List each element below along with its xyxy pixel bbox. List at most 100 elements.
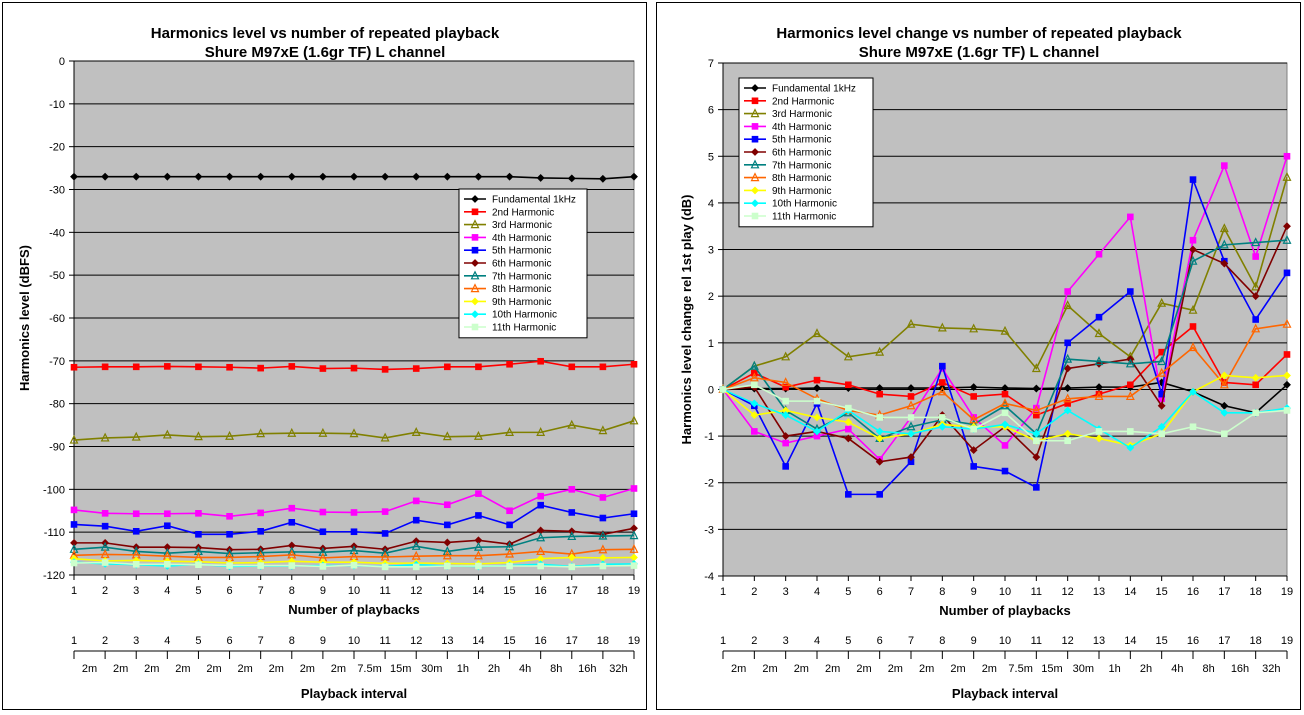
interval-label: 4h — [1171, 663, 1183, 675]
data-point — [845, 425, 852, 433]
data-point — [536, 427, 546, 436]
data-point — [164, 522, 171, 530]
legend-marker — [751, 148, 759, 156]
data-point — [1064, 288, 1071, 295]
data-point — [163, 172, 172, 181]
data-point — [1252, 316, 1259, 323]
data-point — [1031, 405, 1041, 415]
series-11 — [719, 381, 1291, 445]
data-point — [568, 486, 576, 493]
secondary-tick-label: 6 — [226, 635, 232, 647]
interval-label: 2m — [175, 663, 190, 675]
data-point — [1251, 237, 1261, 247]
y-tick-label: -50 — [49, 270, 65, 282]
secondary-tick-label: 13 — [441, 635, 453, 647]
data-point — [412, 497, 420, 505]
data-point — [1282, 171, 1292, 181]
interval-label: 2h — [488, 663, 500, 675]
secondary-tick-label: 17 — [1218, 635, 1230, 647]
interval-label: 2m — [331, 663, 346, 675]
data-point — [131, 431, 141, 441]
data-point — [567, 174, 576, 183]
y-tick-label: 0 — [708, 384, 714, 396]
series-10 — [719, 385, 1291, 452]
data-point — [164, 560, 171, 568]
data-point — [1220, 259, 1229, 268]
data-point — [1001, 390, 1009, 398]
x-tick-label: 19 — [1281, 586, 1293, 598]
data-point — [350, 528, 358, 536]
data-point — [536, 546, 546, 556]
secondary-tick-label: 16 — [1187, 635, 1199, 647]
data-point — [226, 513, 233, 520]
data-point — [444, 501, 451, 509]
data-point — [938, 422, 947, 431]
legend-entry: 3rd Harmonic — [772, 109, 832, 120]
data-point — [1063, 429, 1072, 438]
data-point — [132, 560, 140, 568]
data-point — [195, 363, 202, 371]
data-point — [474, 172, 483, 181]
secondary-tick-label: 15 — [1156, 635, 1168, 647]
data-point — [598, 544, 608, 554]
legend-entry: 8th Harmonic — [772, 173, 831, 184]
data-point — [813, 384, 821, 392]
data-point — [1219, 223, 1229, 233]
data-point — [226, 531, 233, 538]
data-point — [939, 362, 946, 370]
x-axis-title: Number of playbacks — [288, 602, 420, 617]
data-point — [907, 393, 915, 400]
x-tick-label: 9 — [320, 585, 326, 597]
secondary-tick-label: 7 — [908, 635, 914, 647]
interval-label: 32h — [1262, 663, 1280, 675]
data-point — [195, 561, 202, 569]
data-point — [1188, 342, 1198, 352]
legend-marker — [751, 212, 759, 220]
interval-label: 2m — [982, 663, 997, 675]
x2-axis-title: Playback interval — [952, 686, 1058, 701]
data-point — [629, 530, 639, 540]
secondary-tick-label: 19 — [628, 635, 640, 647]
data-point — [1157, 422, 1166, 431]
data-point — [162, 429, 172, 439]
secondary-tick-label: 1 — [71, 635, 77, 647]
data-point — [412, 172, 421, 181]
y-tick-label: -3 — [704, 524, 714, 536]
secondary-tick-label: 12 — [1062, 635, 1074, 647]
interval-label: 2m — [144, 663, 159, 675]
x-tick-label: 12 — [410, 585, 422, 597]
data-point — [506, 562, 513, 570]
data-point — [751, 428, 758, 435]
data-point — [349, 428, 359, 438]
legend-marker — [471, 208, 479, 216]
data-point — [630, 360, 638, 368]
secondary-tick-label: 14 — [472, 635, 484, 647]
data-point — [100, 432, 110, 442]
interval-label: 15m — [390, 663, 411, 675]
interval-label: 1h — [457, 663, 469, 675]
data-point — [906, 421, 916, 431]
data-point — [750, 399, 759, 408]
x-tick-label: 17 — [1218, 586, 1230, 598]
interval-label: 2m — [82, 663, 97, 675]
data-point — [1219, 239, 1229, 249]
legend-marker — [750, 172, 760, 182]
x-tick-label: 5 — [845, 586, 851, 598]
x-tick-label: 6 — [226, 585, 232, 597]
x-tick-label: 11 — [379, 585, 390, 597]
x-tick-label: 15 — [503, 585, 515, 597]
data-point — [844, 418, 853, 427]
series-line — [73, 548, 635, 559]
data-point — [101, 559, 109, 566]
data-point — [536, 174, 545, 182]
data-point — [907, 384, 915, 392]
legend-entry: 5th Harmonic — [772, 135, 831, 146]
legend-marker — [470, 270, 480, 280]
secondary-tick-label: 10 — [999, 635, 1011, 647]
interval-label: 30m — [421, 663, 442, 675]
x-tick-label: 16 — [1187, 586, 1199, 598]
data-point — [70, 559, 78, 567]
data-point — [319, 365, 327, 372]
series-3 — [69, 415, 639, 444]
